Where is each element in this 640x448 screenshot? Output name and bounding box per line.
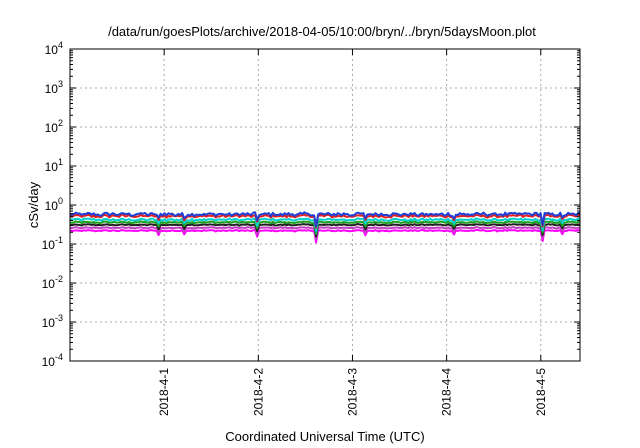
- chart-title: /data/run/goesPlots/archive/2018-04-05/1…: [108, 24, 536, 39]
- y-tick-label: 10-2: [42, 274, 63, 291]
- y-tick-label: 10-3: [42, 313, 63, 330]
- series-group: [69, 211, 581, 244]
- x-tick-label: 2018-4-2: [251, 368, 265, 416]
- x-axis-label: Coordinated Universal Time (UTC): [225, 429, 424, 444]
- y-axis-label: cSv/day: [26, 181, 41, 228]
- y-tick-label: 104: [45, 40, 63, 57]
- x-tick-label: 2018-4-5: [534, 368, 548, 416]
- y-tick-label: 10-4: [42, 352, 63, 369]
- series-line: [69, 211, 581, 228]
- grid: [70, 49, 580, 361]
- series-line: [69, 213, 581, 229]
- y-tick-label: 102: [45, 118, 63, 135]
- x-axis: 2018-4-1 2018-4-2 2018-4-3 2018-4-4 2018-4-5: [157, 49, 548, 416]
- series-line: [69, 226, 581, 241]
- series-line: [69, 228, 581, 244]
- x-tick-label: 2018-4-4: [440, 368, 454, 416]
- x-tick-label: 2018-4-3: [345, 368, 359, 416]
- y-tick-label: 103: [45, 79, 63, 96]
- y-tick-label: 101: [45, 157, 63, 174]
- x-tick-label: 2018-4-1: [157, 368, 171, 416]
- y-tick-label: 10-1: [42, 235, 63, 252]
- series-line: [69, 217, 581, 233]
- series-line: [69, 220, 580, 236]
- series-line: [69, 223, 581, 238]
- y-tick-label: 100: [45, 196, 63, 213]
